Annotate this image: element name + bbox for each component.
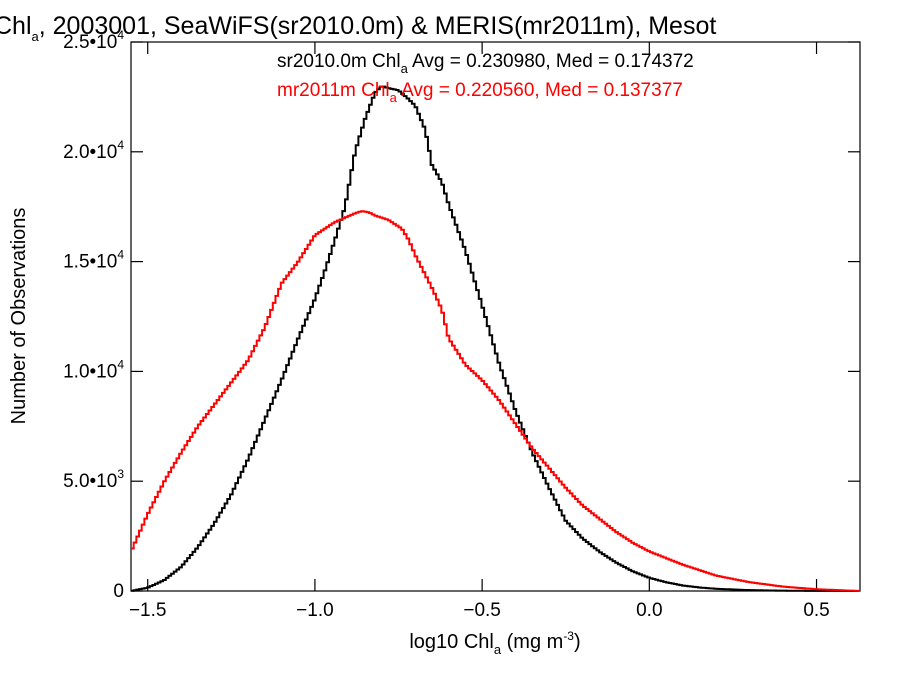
legend-mr2011-rest: Avg = 0.220560, Med = 0.137377	[397, 80, 683, 101]
y-tick-label-mantissa: 5.0•10	[63, 471, 117, 492]
y-tick-label-exponent: 4	[117, 28, 124, 42]
legend-sr2010-rest: Avg = 0.230980, Med = 0.174372	[408, 51, 694, 72]
series-layer	[131, 85, 860, 592]
y-tick-label: 2.0•104	[63, 138, 124, 163]
y-tick-label-exponent: 3	[117, 467, 124, 481]
x-axis-title: log10 Chla (mg m-3)	[409, 629, 580, 657]
y-tick-label-exponent: 4	[117, 138, 124, 152]
series-line-sr2010.0m	[131, 85, 860, 592]
plot-frame	[130, 41, 861, 592]
chart-title: Chla, 2003001, SeaWiFS(sr2010.0m) & MERI…	[0, 12, 716, 44]
y-tick-label-mantissa: 1.0•10	[63, 361, 117, 382]
x-axis-title-end: )	[574, 631, 581, 653]
y-tick-label-mantissa: 1.5•10	[63, 252, 117, 273]
x-tick-label: −1.5	[129, 600, 167, 621]
series-line-mr2011m	[131, 210, 860, 592]
legend-sr2010-sub: a	[401, 61, 409, 76]
legend-entry-sr2010: sr2010.0m Chla Avg = 0.230980, Med = 0.1…	[277, 51, 694, 76]
y-tick-label: 1.0•104	[63, 357, 124, 382]
chart-title-sub: a	[32, 29, 40, 44]
chart-title-prefix: Chl	[0, 12, 32, 40]
x-tick-label: −0.5	[463, 600, 501, 621]
x-axis-title-prefix: log10 Chl	[409, 631, 494, 653]
y-tick-label-exponent: 4	[117, 357, 124, 371]
legend-sr2010-prefix: sr2010.0m Chl	[277, 51, 401, 72]
y-tick-label-exponent: 4	[117, 248, 124, 262]
y-tick-label-mantissa: 0	[113, 581, 124, 602]
y-axis-title: Number of Observations	[8, 208, 30, 425]
y-tick-label: 5.0•103	[63, 467, 124, 492]
y-tick-label-mantissa: 2.0•10	[63, 142, 117, 163]
x-axis-title-sub: a	[494, 642, 502, 657]
y-tick-label: 0	[113, 581, 124, 602]
legend-entry-mr2011: mr2011m Chla Avg = 0.220560, Med = 0.137…	[277, 80, 683, 105]
legend-mr2011-sub: a	[390, 90, 398, 105]
y-tick-label-mantissa: 2.5•10	[63, 32, 117, 53]
y-tick-label: 2.5•104	[63, 28, 124, 53]
x-axis-title-sup: -3	[563, 629, 574, 643]
x-axis-ticks: −1.5 −1.0 −0.5 0.0 0.5	[129, 42, 830, 621]
x-tick-label: −1.0	[296, 600, 334, 621]
x-tick-label: 0.5	[803, 600, 829, 621]
x-axis-title-mid: (mg m	[501, 631, 563, 653]
y-tick-label: 1.5•104	[63, 248, 124, 273]
chart-title-rest: , 2003001, SeaWiFS(sr2010.0m) & MERIS(mr…	[39, 12, 717, 40]
legend-mr2011-prefix: mr2011m Chl	[277, 80, 390, 101]
x-tick-label: 0.0	[636, 600, 662, 621]
